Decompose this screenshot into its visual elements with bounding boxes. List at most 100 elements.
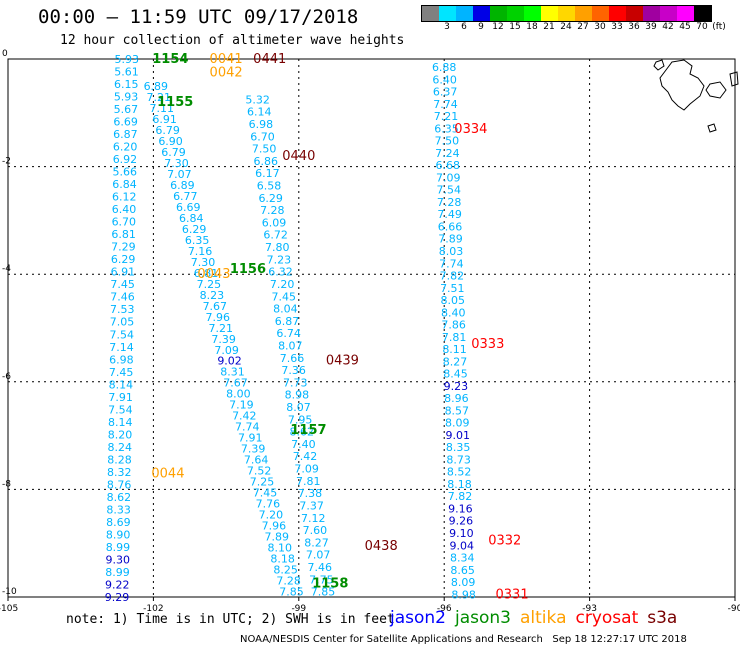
legend-s3a: s3a — [647, 608, 678, 628]
swh-value-label: 7.50 — [435, 135, 460, 148]
swh-value-label: 6.12 — [112, 191, 137, 204]
colorbar-swatch — [439, 6, 456, 21]
pass-time-label-jason3: 1158 — [312, 577, 348, 592]
colorbar-swatch — [609, 6, 626, 21]
swh-value-label: 8.62 — [107, 491, 132, 504]
colorbar-tick-label: 36 — [628, 22, 640, 32]
swh-value-label: 6.84 — [112, 178, 137, 191]
map-frame: -105 -102 -99 -96 -93 -90 0 -2 -4 -6 -8 -10 — [0, 49, 740, 614]
swh-value-label: 9.04 — [450, 539, 475, 552]
x-tick-label: -90 — [728, 604, 740, 614]
swh-value-label: 8.99 — [106, 541, 131, 554]
swh-value-label: 7.74 — [433, 98, 458, 111]
pass-time-label-cryosat: 0333 — [471, 337, 504, 352]
pass-time-label-jason3: 1155 — [157, 95, 193, 110]
swh-value-label: 7.91 — [108, 391, 133, 404]
colorbar-tick-label: 9 — [478, 22, 484, 32]
swh-value-label: 6.84 — [179, 212, 204, 225]
swh-value-label: 6.92 — [113, 153, 138, 166]
wave-height-colorbar — [421, 5, 712, 22]
swh-value-label: 8.07 — [278, 339, 303, 352]
swh-value-label: 6.29 — [111, 253, 136, 266]
colorbar-tick-label: 15 — [509, 22, 521, 32]
pass-time-label-s3a: 0438 — [365, 539, 398, 554]
swh-value-label: 5.66 — [112, 166, 137, 179]
legend-jason2: jason2 — [390, 608, 446, 628]
swh-value-label: 7.21 — [208, 322, 233, 335]
y-tick-label: -4 — [2, 264, 11, 274]
swh-value-label: 8.20 — [108, 428, 133, 441]
x-tick-label: -105 — [0, 604, 18, 614]
swh-value-label: 7.30 — [164, 157, 189, 170]
swh-value-label: 7.29 — [111, 241, 136, 254]
colorbar-tick-label: 18 — [526, 22, 538, 32]
colorbar-tick-label: 42 — [662, 22, 674, 32]
island-fernandina-coast — [653, 59, 665, 71]
swh-value-label: 9.29 — [105, 591, 130, 604]
swh-value-label: 6.86 — [254, 155, 279, 168]
y-tick-label: -8 — [2, 479, 11, 489]
swh-value-label: 7.95 — [288, 413, 313, 426]
swh-value-label: 8.32 — [107, 466, 132, 479]
swh-value-label: 7.38 — [298, 487, 323, 500]
swh-value-label: 6.58 — [257, 179, 282, 192]
pass-time-label-cryosat: 0331 — [496, 587, 529, 602]
swh-value-label: 7.46 — [308, 561, 333, 574]
swh-value-label: 8.31 — [220, 366, 245, 379]
swh-value-label: 6.69 — [176, 201, 201, 214]
swh-value-label: 7.76 — [256, 498, 281, 511]
swh-value-label: 6.87 — [275, 315, 300, 328]
swh-value-label: 6.14 — [247, 106, 272, 119]
swh-value-label: 7.54 — [436, 184, 461, 197]
swh-value-label: 7.25 — [197, 278, 222, 291]
colorbar-tick-label: 24 — [560, 22, 572, 32]
footnote: note: 1) Time is in UTC; 2) SWH is in fe… — [66, 612, 395, 627]
swh-value-label: 7.45 — [109, 366, 134, 379]
colorbar-swatch — [558, 6, 575, 21]
island-floreana-coast — [707, 123, 717, 133]
swh-value-label: 6.68 — [436, 159, 461, 172]
swh-value-label: 7.39 — [241, 443, 266, 456]
swh-value-label: 7.21 — [434, 110, 459, 123]
swh-value-label: 8.52 — [447, 466, 472, 479]
swh-value-label: 8.65 — [450, 564, 475, 577]
swh-value-label: 7.67 — [223, 377, 248, 390]
colorbar-tick-label: 30 — [594, 22, 606, 32]
colorbar-swatch — [422, 6, 439, 21]
colorbar-tick-label: 21 — [543, 22, 555, 32]
swh-value-label: 7.30 — [191, 256, 216, 269]
y-tick-label: -2 — [2, 157, 11, 167]
swh-value-label: 7.42 — [232, 410, 257, 423]
swh-value-label: 6.35 — [434, 122, 459, 135]
swh-value-label: 8.14 — [109, 378, 134, 391]
x-tick-label: -93 — [582, 604, 597, 614]
swh-value-label: 8.27 — [443, 355, 468, 368]
colorbar-swatch — [541, 6, 558, 21]
swh-value-label: 8.23 — [200, 289, 225, 302]
swh-value-label: 7.07 — [306, 549, 331, 562]
colorbar-swatch — [575, 6, 592, 21]
swh-value-label: 8.18 — [447, 478, 472, 491]
island-san-cristobal-coast — [729, 71, 739, 87]
colorbar-swatch — [643, 6, 660, 21]
swh-value-label: 6.88 — [432, 61, 457, 74]
swh-value-label: 6.15 — [114, 78, 139, 91]
pass-time-label-cryosat: 0332 — [488, 534, 521, 549]
swh-value-label: 7.20 — [259, 509, 284, 522]
swh-value-label: 7.54 — [110, 328, 135, 341]
swh-value-label: 6.81 — [111, 228, 136, 241]
swh-value-label: 7.54 — [108, 403, 133, 416]
colorbar-tick-label: 12 — [492, 22, 504, 32]
swh-value-label: 7.28 — [276, 575, 301, 588]
swh-value-label: 7.49 — [437, 208, 462, 221]
swh-value-label: 7.23 — [267, 253, 292, 266]
swh-value-label: 6.66 — [438, 220, 463, 233]
swh-value-label: 5.32 — [245, 93, 270, 106]
colorbar-swatch — [524, 6, 541, 21]
swh-value-label: 9.26 — [449, 515, 474, 528]
swh-value-label: 7.86 — [441, 319, 466, 332]
swh-value-label: 7.46 — [110, 291, 135, 304]
swh-value-label: 9.23 — [444, 380, 469, 393]
swh-value-label: 9.10 — [449, 527, 474, 540]
